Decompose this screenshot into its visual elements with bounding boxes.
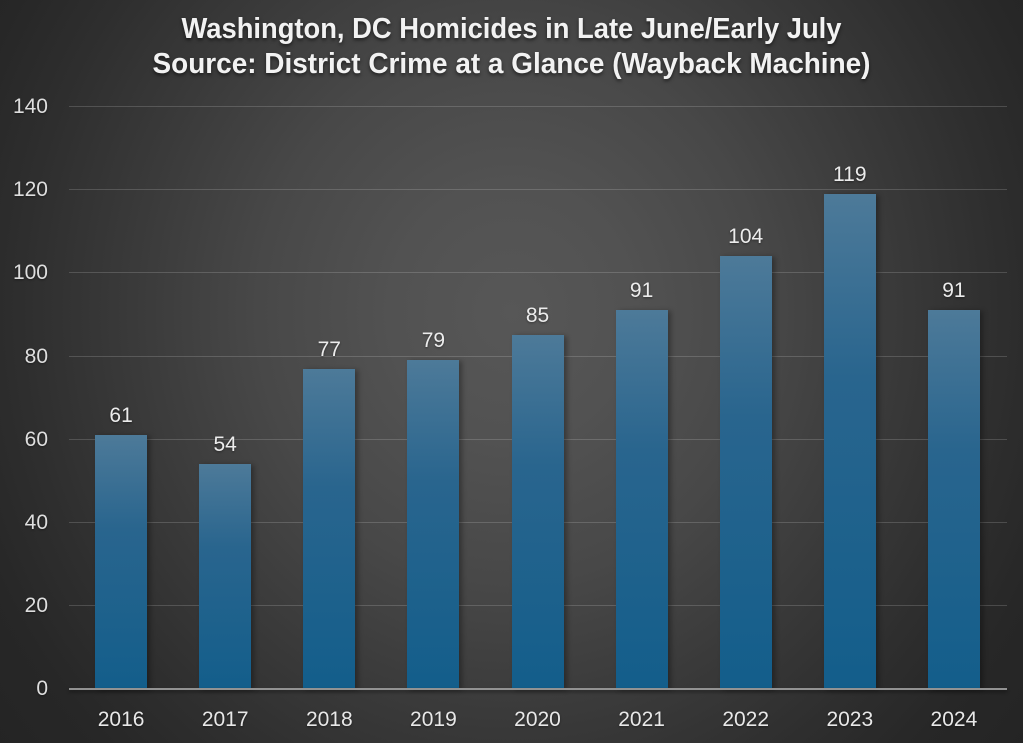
bar-2019 [407,360,460,689]
bar-value-label: 61 [109,404,133,428]
x-axis-category-label: 2016 [97,707,145,731]
y-axis-tick-label: 100 [12,261,48,285]
y-axis-tick-label: 60 [24,427,48,451]
bar-value-label: 91 [942,279,966,303]
x-axis-category-label: 2018 [305,707,353,731]
bar-2021 [615,310,668,689]
gridline-100 [69,272,1007,274]
bar-2017 [199,464,252,689]
bar-2023 [823,193,876,689]
bar-2024 [927,310,980,689]
x-axis-category-label: 2023 [826,707,874,731]
x-axis-category-label: 2024 [930,707,978,731]
y-axis-tick-label: 120 [12,178,48,202]
bar-value-label: 104 [728,225,764,249]
x-axis-line [69,687,1007,690]
y-axis-tick-label: 0 [36,677,48,701]
x-axis-category-label: 2019 [410,707,457,731]
bar-2016 [95,435,148,689]
bar-2018 [303,368,356,689]
bar-value-label: 79 [421,329,446,353]
y-axis-tick-label: 140 [12,95,48,119]
x-axis-category-label: 2017 [201,707,249,731]
x-axis-category-label: 2020 [514,707,561,731]
chart-subtitle: Source: District Crime at a Glance (Wayb… [152,48,871,80]
bar-value-label: 77 [317,337,341,361]
x-axis-category-label: 2021 [618,707,665,731]
chart-title: Washington, DC Homicides in Late June/Ea… [181,13,842,45]
y-axis-tick-label: 40 [24,510,48,534]
bar-2020 [511,335,564,689]
bar-value-label: 54 [213,433,237,457]
bar-value-label: 119 [833,162,867,186]
gridline-120 [69,189,1007,191]
x-axis-category-label: 2022 [722,707,770,731]
gridline-140 [69,106,1007,108]
bar-value-label: 91 [629,279,654,303]
y-axis-tick-label: 20 [24,593,48,617]
bar-2022 [719,256,772,689]
bar-value-label: 85 [525,304,550,328]
chart-title-block: Washington, DC Homicides in Late June/Ea… [0,12,1023,82]
y-axis-tick-label: 80 [24,344,48,368]
